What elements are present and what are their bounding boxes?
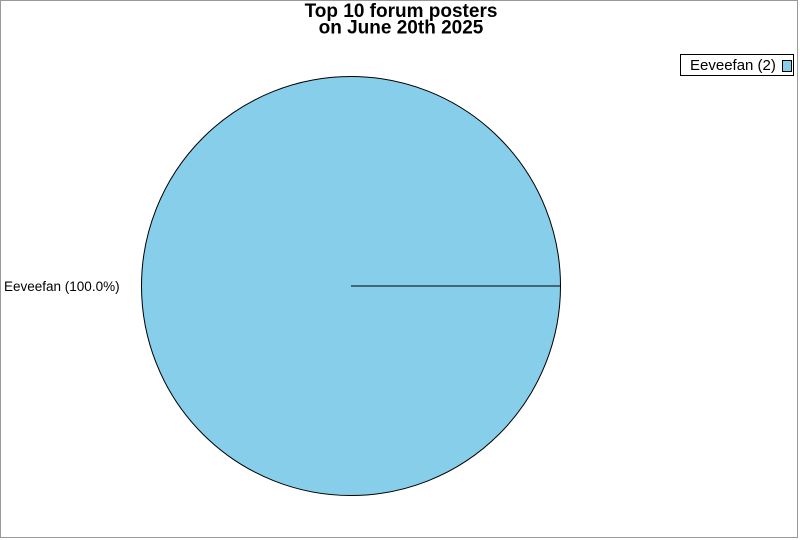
svg-text:on June 20th 2025: on June 20th 2025 [319, 18, 484, 39]
svg-text:Eeveefan (100.0%): Eeveefan (100.0%) [4, 279, 120, 294]
svg-text:Eeveefan (2): Eeveefan (2) [690, 57, 776, 74]
